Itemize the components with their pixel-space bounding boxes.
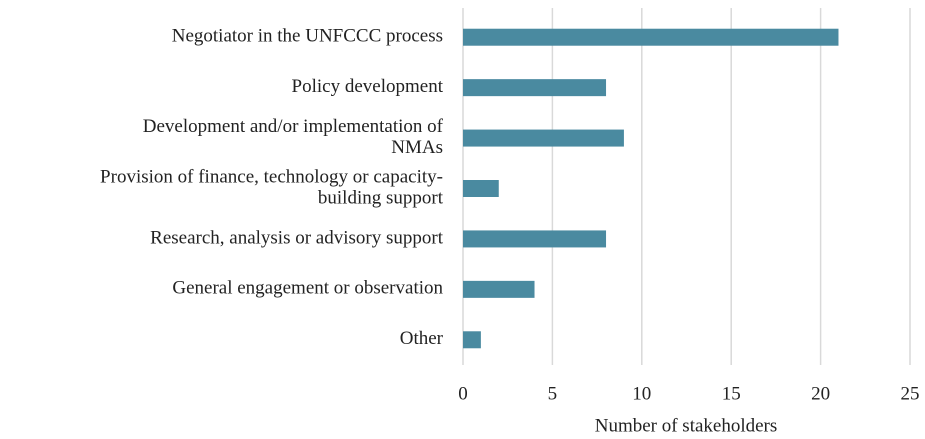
- y-tick-label: NMAs: [391, 137, 443, 158]
- bar: [463, 230, 607, 248]
- x-tick-label: 0: [458, 383, 468, 404]
- x-tick-label: 20: [811, 383, 830, 404]
- x-tick-label: 15: [722, 383, 741, 404]
- bar: [463, 28, 839, 46]
- y-tick-label: Policy development: [292, 76, 444, 97]
- y-tick-label: Development and/or implementation of: [143, 116, 444, 137]
- y-tick-label: Provision of finance, technology or capa…: [100, 166, 443, 187]
- bar: [463, 331, 481, 349]
- bar: [463, 129, 624, 147]
- bar: [463, 180, 499, 197]
- x-tick-label: 5: [548, 383, 558, 404]
- y-tick-label: General engagement or observation: [172, 278, 443, 299]
- x-tick-label: 10: [632, 383, 651, 404]
- y-tick-label: Negotiator in the UNFCCC process: [172, 26, 443, 47]
- y-tick-label: Research, analysis or advisory support: [150, 227, 444, 248]
- x-axis-title: Number of stakeholders: [595, 415, 778, 436]
- bar: [463, 79, 607, 97]
- y-tick-label: Other: [400, 328, 444, 349]
- bar: [463, 280, 535, 298]
- x-tick-label: 25: [901, 383, 920, 404]
- y-tick-label: building support: [318, 187, 444, 208]
